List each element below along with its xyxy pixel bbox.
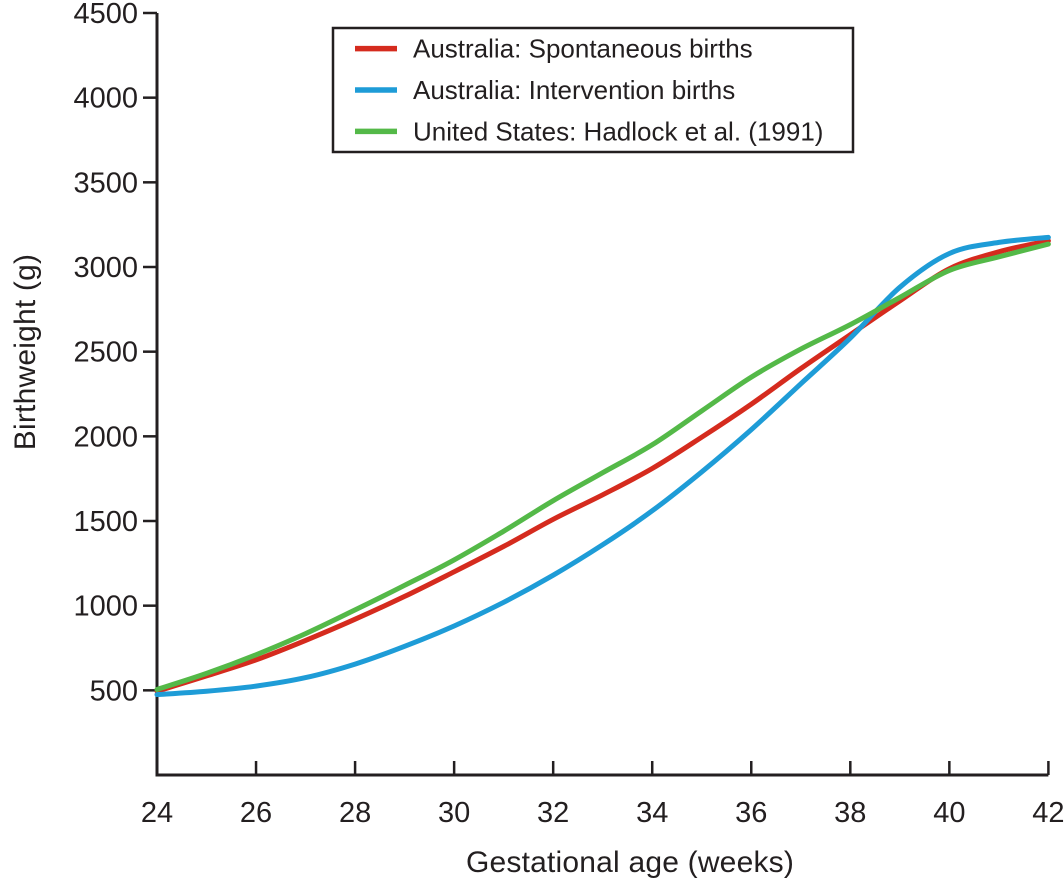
y-tick-label: 1500 bbox=[73, 506, 138, 538]
x-tick-label: 40 bbox=[933, 797, 965, 829]
x-tick-label: 38 bbox=[834, 797, 866, 829]
y-tick-label: 3500 bbox=[73, 167, 138, 199]
y-tick-label: 500 bbox=[90, 675, 138, 707]
legend: Australia: Spontaneous births Australia: … bbox=[331, 26, 855, 154]
y-tick-label: 3000 bbox=[73, 252, 138, 284]
series-line-0 bbox=[154, 238, 1051, 694]
series-line-1 bbox=[154, 234, 1051, 698]
y-tick-label: 1000 bbox=[73, 591, 138, 623]
y-tick-label: 4000 bbox=[73, 83, 138, 115]
x-tick-label: 34 bbox=[636, 797, 668, 829]
x-tick-label: 32 bbox=[537, 797, 569, 829]
y-axis-title: Birthweight (g) bbox=[9, 253, 42, 451]
x-tick-label: 24 bbox=[141, 797, 173, 829]
legend-label-2: United States: Hadlock et al. (1991) bbox=[413, 116, 823, 146]
y-tick-label: 2000 bbox=[73, 421, 138, 453]
x-tick-label: 26 bbox=[240, 797, 272, 829]
x-axis-title: Gestational age (weeks) bbox=[465, 846, 795, 879]
legend-box bbox=[331, 26, 855, 154]
x-tick-label: 30 bbox=[438, 797, 470, 829]
x-tick-label: 28 bbox=[339, 797, 371, 829]
series-line-2 bbox=[154, 241, 1051, 692]
x-tick-label: 36 bbox=[735, 797, 767, 829]
y-tick-label: 4500 bbox=[73, 0, 138, 30]
x-tick-label: 42 bbox=[1032, 797, 1064, 829]
legend-label-1: Australia: Intervention births bbox=[413, 75, 735, 105]
legend-label-0: Australia: Spontaneous births bbox=[413, 34, 753, 64]
y-tick-label: 2500 bbox=[73, 337, 138, 369]
